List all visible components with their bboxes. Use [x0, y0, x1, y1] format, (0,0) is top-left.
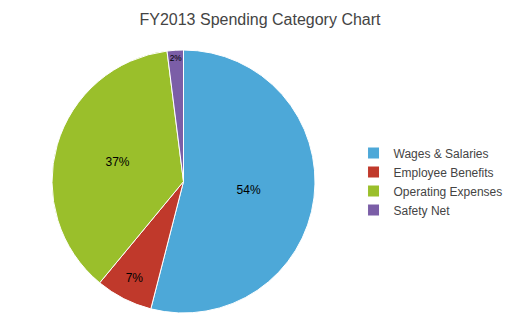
svg-text:Safety Net: Safety Net: [394, 204, 451, 218]
svg-text:2%: 2%: [170, 54, 183, 63]
svg-text:54%: 54%: [237, 183, 261, 197]
svg-text:Operating Expenses: Operating Expenses: [394, 185, 503, 199]
svg-text:Wages & Salaries: Wages & Salaries: [394, 147, 489, 161]
svg-text:FY2013 Spending Category Chart: FY2013 Spending Category Chart: [139, 11, 381, 28]
svg-text:7%: 7%: [126, 271, 144, 285]
svg-text:Employee Benefits: Employee Benefits: [394, 166, 494, 180]
svg-text:37%: 37%: [105, 155, 129, 169]
